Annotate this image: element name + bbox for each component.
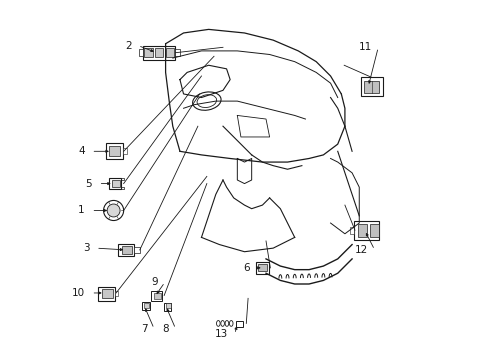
FancyBboxPatch shape bbox=[115, 291, 118, 296]
Text: 7: 7 bbox=[141, 324, 147, 334]
FancyBboxPatch shape bbox=[151, 291, 162, 301]
Text: 5: 5 bbox=[85, 179, 92, 189]
FancyBboxPatch shape bbox=[144, 48, 152, 57]
FancyBboxPatch shape bbox=[175, 49, 179, 56]
FancyBboxPatch shape bbox=[102, 289, 112, 298]
FancyBboxPatch shape bbox=[118, 244, 134, 256]
FancyBboxPatch shape bbox=[166, 303, 170, 309]
FancyBboxPatch shape bbox=[255, 262, 269, 274]
FancyBboxPatch shape bbox=[155, 48, 163, 57]
Text: 4: 4 bbox=[78, 146, 85, 156]
FancyBboxPatch shape bbox=[105, 143, 122, 159]
FancyBboxPatch shape bbox=[360, 77, 382, 96]
FancyBboxPatch shape bbox=[357, 225, 366, 237]
Text: 2: 2 bbox=[124, 41, 131, 50]
FancyBboxPatch shape bbox=[353, 221, 379, 239]
Text: 11: 11 bbox=[358, 42, 371, 52]
Circle shape bbox=[107, 204, 120, 217]
Text: 13: 13 bbox=[215, 329, 228, 339]
FancyBboxPatch shape bbox=[144, 303, 149, 308]
Text: 9: 9 bbox=[151, 277, 158, 287]
FancyBboxPatch shape bbox=[139, 49, 142, 56]
FancyBboxPatch shape bbox=[122, 148, 126, 154]
FancyBboxPatch shape bbox=[98, 287, 115, 301]
Text: 10: 10 bbox=[72, 288, 85, 298]
Circle shape bbox=[103, 201, 123, 221]
FancyBboxPatch shape bbox=[134, 247, 140, 253]
FancyBboxPatch shape bbox=[235, 320, 243, 327]
FancyBboxPatch shape bbox=[142, 45, 175, 60]
Ellipse shape bbox=[197, 95, 216, 108]
Text: 6: 6 bbox=[243, 263, 249, 273]
FancyBboxPatch shape bbox=[122, 246, 132, 253]
FancyBboxPatch shape bbox=[142, 302, 149, 310]
Text: 8: 8 bbox=[162, 324, 169, 334]
FancyBboxPatch shape bbox=[363, 81, 378, 93]
FancyBboxPatch shape bbox=[109, 178, 121, 189]
FancyBboxPatch shape bbox=[109, 146, 120, 156]
FancyBboxPatch shape bbox=[349, 226, 353, 234]
Text: 1: 1 bbox=[78, 206, 85, 216]
FancyBboxPatch shape bbox=[165, 48, 174, 57]
Text: 12: 12 bbox=[354, 245, 367, 255]
FancyBboxPatch shape bbox=[112, 180, 120, 187]
FancyBboxPatch shape bbox=[154, 293, 160, 299]
FancyBboxPatch shape bbox=[369, 225, 379, 237]
FancyBboxPatch shape bbox=[164, 303, 171, 311]
FancyBboxPatch shape bbox=[258, 264, 266, 271]
Text: 3: 3 bbox=[83, 243, 89, 253]
Ellipse shape bbox=[192, 92, 221, 110]
